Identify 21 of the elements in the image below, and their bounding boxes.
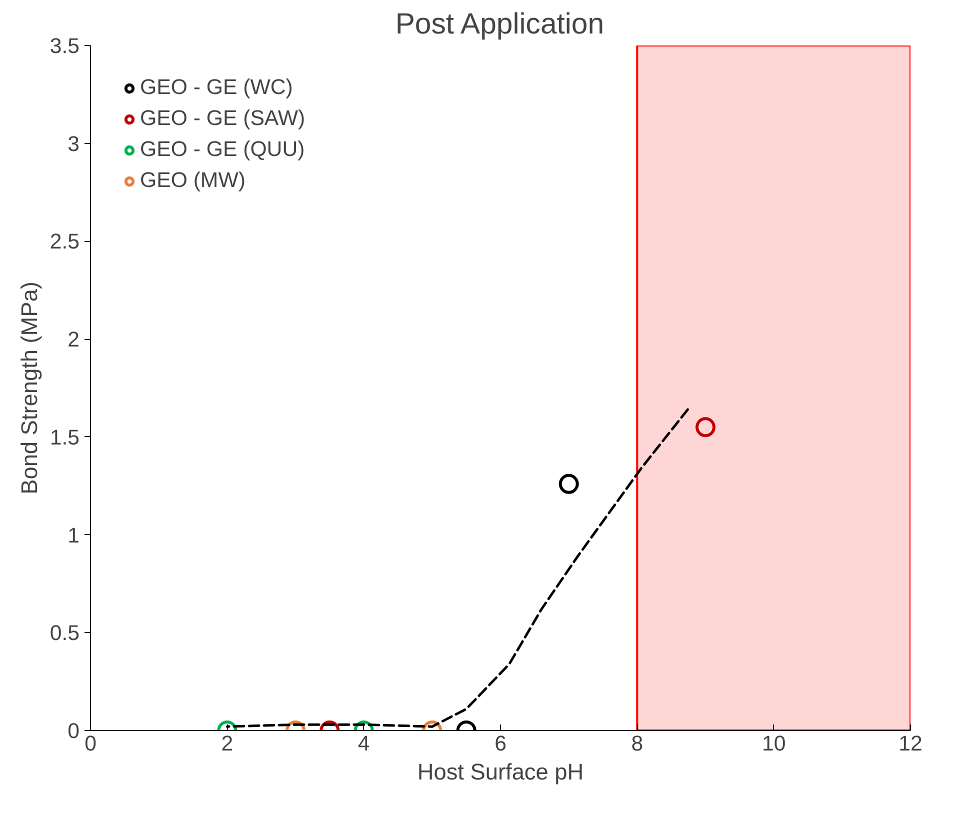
x-axis-title: Host Surface pH xyxy=(417,758,584,784)
y-tick-label: 1.5 xyxy=(50,425,80,450)
legend-label: GEO - GE (WC) xyxy=(140,75,293,100)
x-tick-label: 10 xyxy=(762,732,786,756)
y-tick-label: 2.5 xyxy=(50,230,80,254)
x-tick-label: 8 xyxy=(631,732,644,756)
legend-label: GEO (MW) xyxy=(140,168,246,193)
legend-label: GEO - GE (QUU) xyxy=(140,137,305,162)
x-tick-label: 4 xyxy=(358,732,370,756)
y-tick-label: 3 xyxy=(68,132,80,156)
y-tick-label: 1 xyxy=(68,523,80,548)
x-tick-label: 12 xyxy=(898,732,922,756)
x-tick-label: 2 xyxy=(221,732,234,756)
y-axis-title: Bond Strength (MPa) xyxy=(16,282,42,494)
legend-label: GEO - GE (SAW) xyxy=(140,106,306,131)
y-tick-label: 3.5 xyxy=(50,34,80,58)
x-tick-label: 0 xyxy=(84,732,97,756)
y-tick-label: 0.5 xyxy=(50,621,80,646)
y-tick-label: 2 xyxy=(68,328,80,352)
chart-title: Post Application xyxy=(395,8,604,40)
x-tick-label: 6 xyxy=(494,732,506,756)
